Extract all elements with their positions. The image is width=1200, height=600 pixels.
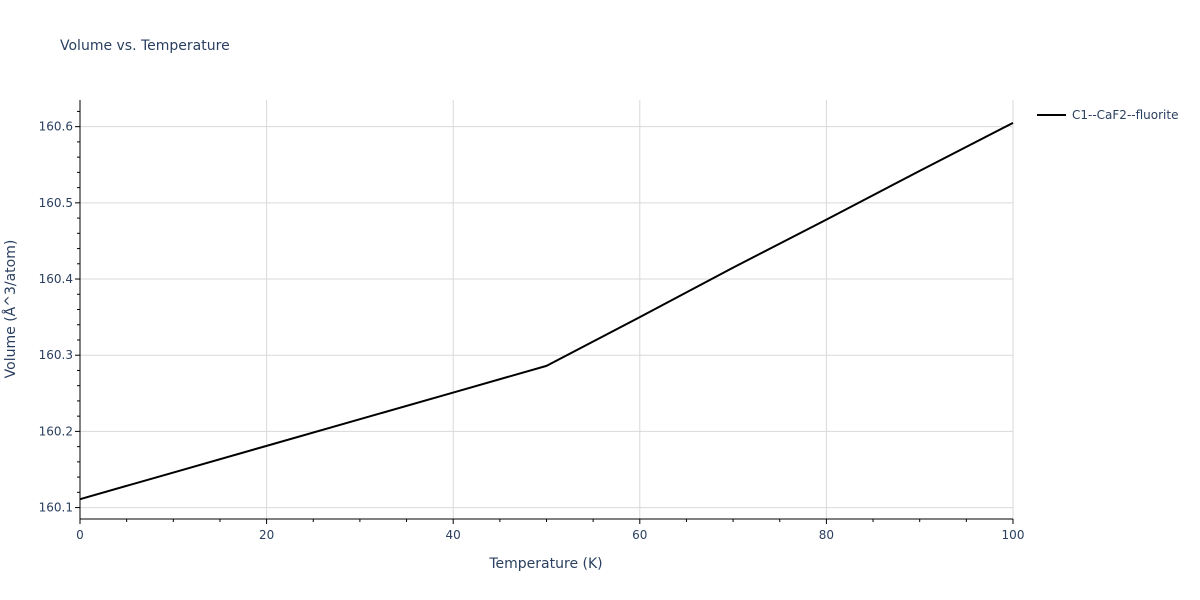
tick-labels: 0 20 40 60 80 100 160.1 160.2 160.3 160.4 160.5 160… xyxy=(39,120,1025,542)
series-layer xyxy=(79,121,1014,501)
y-tick-label: 160.1 xyxy=(39,501,73,515)
grid xyxy=(80,100,1014,519)
x-tick-label: 0 xyxy=(76,528,84,542)
chart-title: Volume vs. Temperature xyxy=(60,38,230,54)
y-axis-title: Volume (Å^3/atom) xyxy=(2,240,19,379)
x-tick-label: 60 xyxy=(632,528,647,542)
y-tick-label: 160.3 xyxy=(39,348,73,362)
y-tick-label: 160.6 xyxy=(39,120,73,134)
legend[interactable]: C1--CaF2--fluorite xyxy=(1037,108,1178,122)
axes xyxy=(75,100,1014,524)
y-tick-label: 160.4 xyxy=(39,272,73,286)
y-tick-label: 160.2 xyxy=(39,424,73,438)
y-tick-label: 160.5 xyxy=(39,196,73,210)
x-tick-label: 20 xyxy=(259,528,274,542)
series-line[interactable] xyxy=(79,121,1014,501)
legend-label: C1--CaF2--fluorite xyxy=(1072,108,1178,122)
x-axis-title: Temperature (K) xyxy=(488,556,602,572)
x-tick-label: 80 xyxy=(819,528,834,542)
x-tick-label: 40 xyxy=(446,528,461,542)
x-tick-label: 100 xyxy=(1002,528,1025,542)
